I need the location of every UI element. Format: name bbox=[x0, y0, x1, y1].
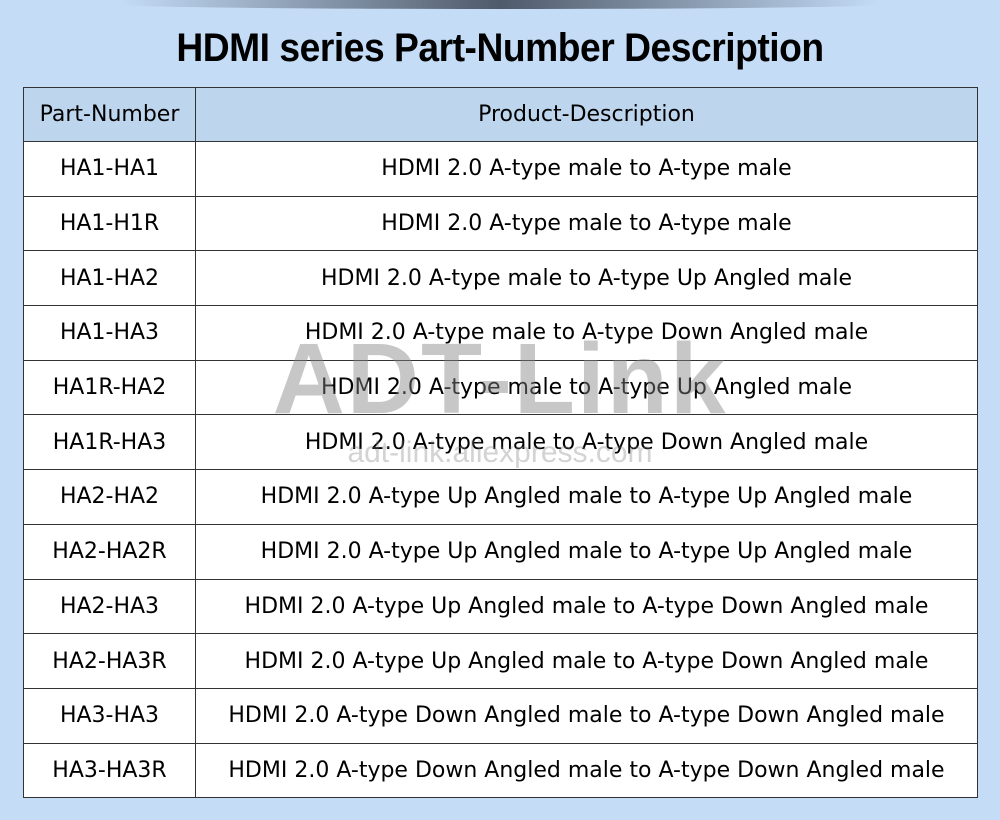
part-number-cell: HA1R-HA3 bbox=[23, 414, 196, 471]
table-row: HA2-HA3 HDMI 2.0 A-type Up Angled male to… bbox=[23, 578, 978, 635]
part-number-cell: HA1R-HA2 bbox=[23, 359, 196, 416]
header-product-description: Product-Description bbox=[195, 87, 978, 142]
description-cell: HDMI 2.0 A-type Up Angled male to A-type… bbox=[195, 633, 978, 689]
part-number-cell: HA1-H1R bbox=[23, 195, 196, 252]
description-cell: HDMI 2.0 A-type male to A-type male bbox=[195, 141, 978, 197]
table-row: HA2-HA3R HDMI 2.0 A-type Up Angled male t… bbox=[23, 633, 978, 689]
table-row: HA2-HA2 HDMI 2.0 A-type Up Angled male to… bbox=[23, 469, 978, 525]
part-number-cell: HA2-HA3 bbox=[23, 578, 196, 635]
description-cell: HDMI 2.0 A-type Up Angled male to A-type… bbox=[195, 469, 978, 525]
description-cell: HDMI 2.0 A-type male to A-type male bbox=[195, 195, 978, 252]
part-number-cell: HA2-HA3R bbox=[23, 633, 196, 689]
header-part-number: Part-Number bbox=[23, 87, 196, 142]
page-title: HDMI series Part-Number Description bbox=[176, 26, 824, 70]
part-number-cell: HA1-HA3 bbox=[23, 305, 196, 361]
part-number-cell: HA2-HA2R bbox=[23, 523, 196, 580]
table-row: HA1-HA3 HDMI 2.0 A-type male to A-type Do… bbox=[23, 305, 978, 361]
table-row: HA1-HA2 HDMI 2.0 A-type male to A-type Up… bbox=[23, 250, 978, 307]
table-row: HA1R-HA3 HDMI 2.0 A-type male to A-type D… bbox=[23, 414, 978, 471]
description-cell: HDMI 2.0 A-type male to A-type Up Angled… bbox=[195, 250, 978, 307]
description-cell: HDMI 2.0 A-type male to A-type Down Angl… bbox=[195, 414, 978, 471]
table-row: HA1R-HA2 HDMI 2.0 A-type male to A-type U… bbox=[23, 359, 978, 416]
part-number-cell: HA2-HA2 bbox=[23, 469, 196, 525]
table-row: HA1-HA1 HDMI 2.0 A-type male to A-type ma… bbox=[23, 141, 978, 197]
top-decorative-bar bbox=[120, 0, 880, 9]
part-number-cell: HA3-HA3 bbox=[23, 687, 196, 744]
part-number-cell: HA3-HA3R bbox=[23, 742, 196, 799]
description-cell: HDMI 2.0 A-type Down Angled male to A-ty… bbox=[195, 742, 978, 799]
table-row: HA1-H1R HDMI 2.0 A-type male to A-type ma… bbox=[23, 195, 978, 252]
part-number-table: Part-Number Product-Description HA1-HA1 H… bbox=[23, 87, 978, 799]
table-row: HA2-HA2R HDMI 2.0 A-type Up Angled male t… bbox=[23, 523, 978, 580]
description-cell: HDMI 2.0 A-type male to A-type Down Angl… bbox=[195, 305, 978, 361]
description-cell: HDMI 2.0 A-type Up Angled male to A-type… bbox=[195, 578, 978, 635]
description-cell: HDMI 2.0 A-type male to A-type Up Angled… bbox=[195, 359, 978, 416]
part-number-cell: HA1-HA2 bbox=[23, 250, 196, 307]
description-cell: HDMI 2.0 A-type Down Angled male to A-ty… bbox=[195, 687, 978, 744]
table-row: HA3-HA3 HDMI 2.0 A-type Down Angled male … bbox=[23, 687, 978, 744]
description-cell: HDMI 2.0 A-type Up Angled male to A-type… bbox=[195, 523, 978, 580]
table-header-row: Part-Number Product-Description bbox=[23, 87, 978, 142]
table-row: HA3-HA3R HDMI 2.0 A-type Down Angled male… bbox=[23, 742, 978, 799]
part-number-cell: HA1-HA1 bbox=[23, 141, 196, 197]
